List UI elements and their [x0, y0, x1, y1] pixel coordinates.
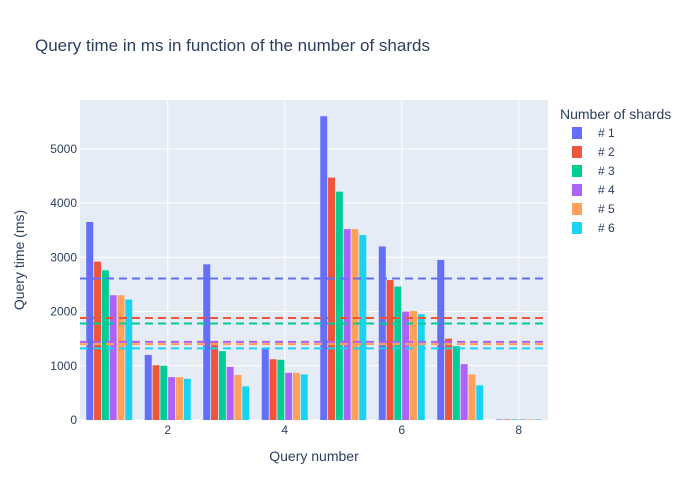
bar[interactable]: [277, 359, 285, 420]
bar[interactable]: [328, 177, 336, 420]
chart-title: Query time in ms in function of the numb…: [35, 36, 430, 55]
y-axis-title: Query time (ms): [11, 210, 27, 310]
bar[interactable]: [261, 347, 269, 420]
bar[interactable]: [511, 419, 519, 420]
bar[interactable]: [285, 372, 293, 420]
y-tick-label: 4000: [50, 196, 77, 210]
bar[interactable]: [125, 299, 133, 420]
legend-item-label[interactable]: # 3: [598, 164, 615, 178]
bar[interactable]: [452, 346, 460, 420]
y-tick-label: 3000: [50, 250, 77, 264]
bar[interactable]: [526, 419, 534, 420]
bar[interactable]: [211, 341, 219, 420]
legend-item-label[interactable]: # 4: [598, 183, 615, 197]
y-tick-label: 0: [70, 413, 77, 427]
bar[interactable]: [152, 365, 160, 420]
bar[interactable]: [534, 419, 542, 420]
legend-title: Number of shards: [560, 106, 671, 122]
legend-swatch[interactable]: [572, 165, 582, 177]
bar[interactable]: [351, 229, 359, 420]
bar[interactable]: [183, 378, 191, 420]
bar[interactable]: [109, 295, 117, 420]
legend-swatch[interactable]: [572, 203, 582, 215]
legend-swatch[interactable]: [572, 146, 582, 158]
bar[interactable]: [269, 359, 277, 420]
legend-item-label[interactable]: # 6: [598, 221, 615, 235]
x-tick-label: 6: [398, 423, 405, 437]
legend-swatch[interactable]: [572, 222, 582, 234]
bar[interactable]: [101, 270, 109, 420]
bar[interactable]: [394, 286, 402, 420]
y-tick-label: 2000: [50, 305, 77, 319]
legend-swatch[interactable]: [572, 184, 582, 196]
bar[interactable]: [320, 116, 328, 421]
bar[interactable]: [460, 364, 468, 420]
bar[interactable]: [378, 246, 386, 420]
bar[interactable]: [160, 365, 168, 420]
bar[interactable]: [402, 311, 410, 420]
bar[interactable]: [437, 260, 445, 420]
bar[interactable]: [519, 419, 527, 420]
bar[interactable]: [218, 351, 226, 420]
bar[interactable]: [292, 372, 300, 420]
bar[interactable]: [445, 338, 453, 420]
bar[interactable]: [175, 377, 183, 420]
bar[interactable]: [386, 280, 394, 420]
bar[interactable]: [417, 314, 425, 420]
bar[interactable]: [168, 377, 176, 420]
legend-item-label[interactable]: # 1: [598, 126, 615, 140]
bar[interactable]: [86, 222, 94, 420]
bar[interactable]: [468, 374, 476, 420]
bar[interactable]: [300, 374, 308, 420]
legend: Number of shards # 1 # 2 # 3 # 4 # 5 # 6: [560, 106, 671, 235]
bar[interactable]: [117, 295, 125, 420]
legend-item-label[interactable]: # 2: [598, 145, 615, 159]
y-axis: 0 1000 2000 3000 4000 5000: [50, 142, 77, 427]
bar[interactable]: [234, 374, 242, 420]
legend-swatch[interactable]: [572, 127, 582, 139]
bar[interactable]: [335, 191, 343, 420]
x-tick-label: 4: [281, 423, 288, 437]
y-tick-label: 5000: [50, 142, 77, 156]
x-axis: 2 4 6 8: [164, 423, 522, 437]
bars: [86, 116, 542, 421]
bar[interactable]: [94, 261, 102, 420]
x-tick-label: 8: [515, 423, 522, 437]
bar[interactable]: [495, 419, 503, 420]
bar[interactable]: [359, 235, 367, 420]
bar[interactable]: [242, 386, 250, 420]
x-axis-title: Query number: [269, 448, 359, 464]
bar[interactable]: [503, 419, 511, 420]
legend-item-label[interactable]: # 5: [598, 202, 615, 216]
y-tick-label: 1000: [50, 359, 77, 373]
bar[interactable]: [409, 310, 417, 420]
x-tick-label: 2: [164, 423, 171, 437]
bar[interactable]: [144, 354, 152, 420]
bar[interactable]: [476, 385, 484, 420]
mean-lines: [80, 277, 548, 350]
bar[interactable]: [343, 229, 351, 420]
bar[interactable]: [226, 366, 234, 420]
bar[interactable]: [203, 264, 211, 420]
